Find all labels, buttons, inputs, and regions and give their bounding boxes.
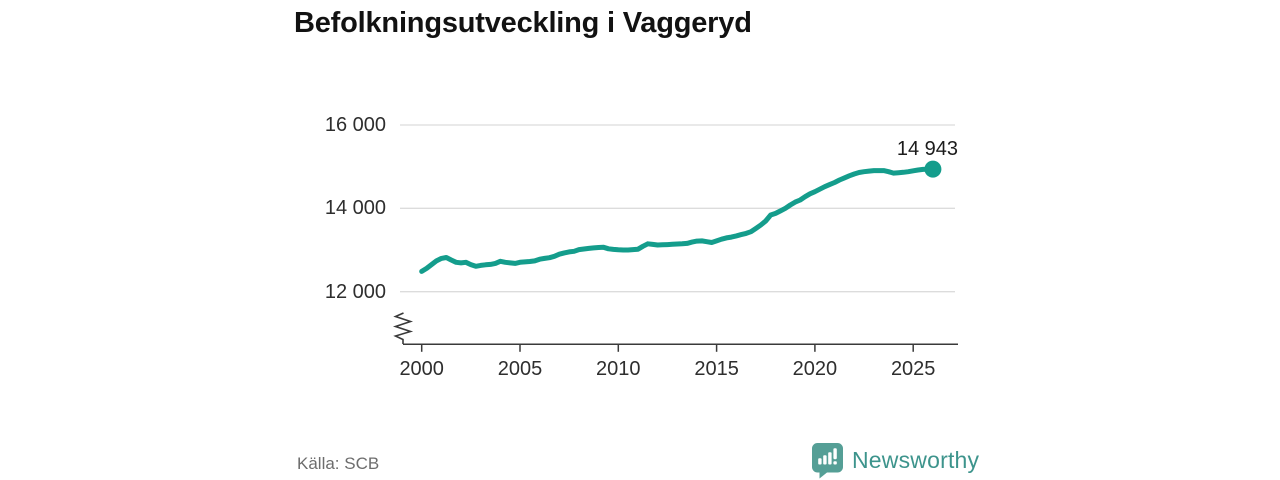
y-axis-label: 16 000	[324, 114, 386, 136]
x-axis-label: 2025	[890, 358, 936, 380]
y-axis-labels: 12 000 14 000 16 000	[0, 0, 386, 480]
bar-medium	[823, 455, 827, 465]
newsworthy-chart-bubble-icon	[812, 443, 843, 479]
speech-bubble-shape	[812, 443, 843, 479]
y-axis-label: 12 000	[324, 280, 386, 303]
end-value-label: 14 943	[896, 138, 958, 160]
axis-break-icon	[392, 312, 414, 344]
bar-large	[828, 452, 832, 465]
exclamation-dot	[833, 461, 837, 465]
x-axis-label: 2000	[399, 358, 444, 380]
x-axis-label: 2010	[596, 358, 641, 380]
population-line	[419, 166, 936, 274]
source-label: Källa: SCB	[297, 454, 380, 473]
page-title: Befolkningsutveckling i Vaggeryd	[294, 7, 752, 39]
x-axis-label: 2015	[694, 358, 739, 380]
newsworthy-wordmark: Newsworthy	[852, 447, 980, 473]
bar-small	[818, 458, 822, 465]
exclamation-bar	[833, 448, 837, 460]
end-point-marker	[924, 160, 942, 178]
newsworthy-logo: Newsworthy	[811, 442, 979, 479]
x-axis-label: 2005	[497, 358, 543, 380]
y-axis-label: 14 000	[324, 197, 386, 220]
x-axis-label: 2020	[792, 358, 838, 380]
